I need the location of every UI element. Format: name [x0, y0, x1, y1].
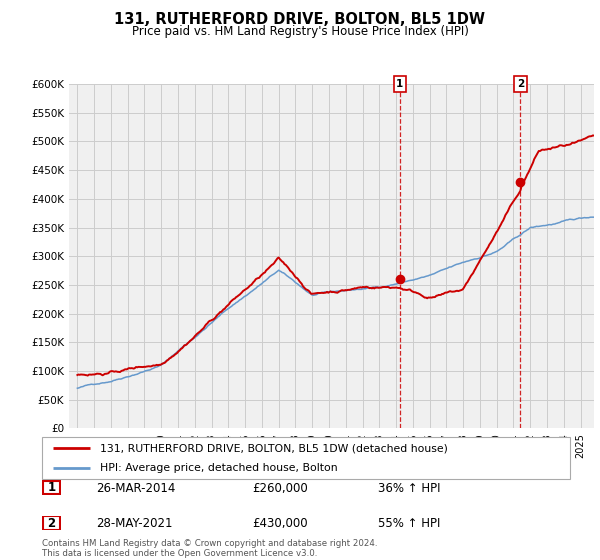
Text: 2: 2 [47, 516, 56, 530]
Text: HPI: Average price, detached house, Bolton: HPI: Average price, detached house, Bolt… [100, 463, 338, 473]
Text: 28-MAY-2021: 28-MAY-2021 [96, 517, 173, 530]
Text: 2: 2 [517, 79, 524, 89]
Text: £430,000: £430,000 [252, 517, 308, 530]
Text: 1: 1 [47, 481, 56, 494]
FancyBboxPatch shape [43, 481, 60, 494]
FancyBboxPatch shape [43, 516, 60, 530]
Text: Price paid vs. HM Land Registry's House Price Index (HPI): Price paid vs. HM Land Registry's House … [131, 25, 469, 38]
Text: 131, RUTHERFORD DRIVE, BOLTON, BL5 1DW: 131, RUTHERFORD DRIVE, BOLTON, BL5 1DW [115, 12, 485, 27]
Text: 36% ↑ HPI: 36% ↑ HPI [378, 482, 440, 495]
Text: Contains HM Land Registry data © Crown copyright and database right 2024.
This d: Contains HM Land Registry data © Crown c… [42, 539, 377, 558]
Text: 131, RUTHERFORD DRIVE, BOLTON, BL5 1DW (detached house): 131, RUTHERFORD DRIVE, BOLTON, BL5 1DW (… [100, 443, 448, 453]
FancyBboxPatch shape [42, 437, 570, 479]
Text: 26-MAR-2014: 26-MAR-2014 [96, 482, 175, 495]
Text: 55% ↑ HPI: 55% ↑ HPI [378, 517, 440, 530]
Text: 1: 1 [397, 79, 404, 89]
Text: £260,000: £260,000 [252, 482, 308, 495]
